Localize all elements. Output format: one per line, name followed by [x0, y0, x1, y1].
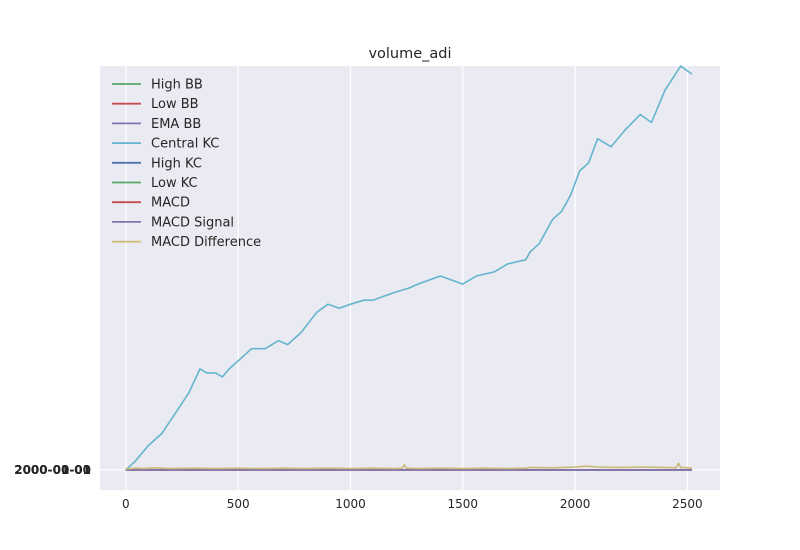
- legend-label-low-kc: Low KC: [151, 176, 198, 191]
- x-tick-label: 0: [122, 497, 130, 511]
- legend-label-high-bb: High BB: [151, 78, 203, 93]
- x-tick-labels: 0 500 1000 1500 2000 2500: [122, 497, 703, 511]
- chart-title: volume_adi: [368, 46, 451, 62]
- series-line-macd-difference: [125, 462, 692, 470]
- y-tick-label: 2000-01-01: [14, 463, 91, 477]
- x-tick-label: 2500: [672, 497, 703, 511]
- legend-label-macd-signal: MACD Signal: [151, 215, 234, 230]
- x-tick-label: 2000: [560, 497, 591, 511]
- x-tick-label: 1500: [448, 497, 479, 511]
- series-lines: [125, 65, 693, 471]
- series-line-central-kc: [125, 65, 693, 471]
- x-tick-label: 500: [227, 497, 250, 511]
- legend-label-central-kc: Central KC: [151, 137, 219, 152]
- plot-background: [100, 66, 720, 490]
- y-tick-label: 2000-00-00: [14, 463, 91, 477]
- x-tick-label: 1000: [335, 497, 366, 511]
- legend-label-low-bb: Low BB: [151, 97, 199, 112]
- legend-label-macd-difference: MACD Difference: [151, 235, 261, 250]
- legend: High BB Low BB EMA BB Central KC High KC Low …: [112, 78, 261, 250]
- legend-label-ema-bb: EMA BB: [151, 117, 201, 132]
- legend-label-high-kc: High KC: [151, 156, 202, 171]
- legend-label-macd: MACD: [151, 196, 190, 211]
